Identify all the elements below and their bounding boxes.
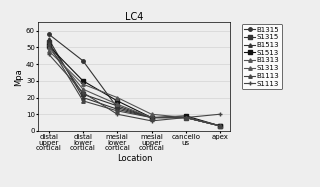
Line: B1113: B1113: [47, 42, 222, 128]
B1513: [218, 125, 222, 127]
S1513: [115, 100, 119, 102]
S1513: [184, 115, 188, 117]
S1313: [115, 96, 119, 99]
B1113: [184, 117, 188, 119]
S1315: [81, 93, 85, 95]
Line: B1513: B1513: [47, 37, 222, 128]
B1513: [150, 117, 154, 119]
Line: S1313: S1313: [47, 49, 222, 128]
B1513: [184, 117, 188, 119]
S1513: [81, 80, 85, 82]
S1513: [218, 125, 222, 127]
S1315: [184, 117, 188, 119]
S1313: [47, 50, 51, 52]
S1113: [81, 91, 85, 94]
X-axis label: Location: Location: [117, 154, 152, 163]
B1315: [150, 117, 154, 119]
Legend: B1315, S1315, B1513, S1513, B1313, S1313, B1113, S1113: B1315, S1315, B1513, S1513, B1313, S1313…: [242, 24, 282, 89]
S1315: [115, 105, 119, 107]
B1113: [150, 117, 154, 119]
B1313: [47, 46, 51, 49]
Line: S1113: S1113: [47, 52, 222, 123]
S1315: [150, 117, 154, 119]
B1313: [218, 125, 222, 127]
S1113: [47, 53, 51, 55]
B1113: [81, 100, 85, 102]
Line: B1315: B1315: [47, 32, 222, 128]
B1113: [47, 43, 51, 45]
S1313: [81, 83, 85, 85]
S1113: [184, 117, 188, 119]
Line: B1313: B1313: [47, 46, 222, 128]
S1113: [150, 120, 154, 122]
B1513: [115, 108, 119, 110]
B1513: [81, 96, 85, 99]
S1313: [184, 117, 188, 119]
B1513: [47, 38, 51, 40]
S1313: [150, 113, 154, 115]
B1315: [184, 117, 188, 119]
S1113: [115, 113, 119, 115]
B1313: [81, 88, 85, 90]
S1513: [47, 45, 51, 47]
Y-axis label: Mpa: Mpa: [14, 68, 23, 85]
B1113: [115, 110, 119, 112]
S1113: [218, 113, 222, 115]
B1313: [115, 103, 119, 105]
B1313: [150, 117, 154, 119]
B1315: [115, 106, 119, 109]
Line: S1315: S1315: [47, 41, 222, 128]
S1513: [150, 117, 154, 119]
B1113: [218, 125, 222, 127]
B1313: [184, 117, 188, 119]
S1315: [218, 125, 222, 127]
S1315: [47, 41, 51, 44]
B1315: [47, 33, 51, 35]
B1315: [81, 60, 85, 62]
S1313: [218, 125, 222, 127]
Title: LC4: LC4: [125, 12, 144, 22]
B1315: [218, 125, 222, 127]
Line: S1513: S1513: [46, 43, 222, 128]
